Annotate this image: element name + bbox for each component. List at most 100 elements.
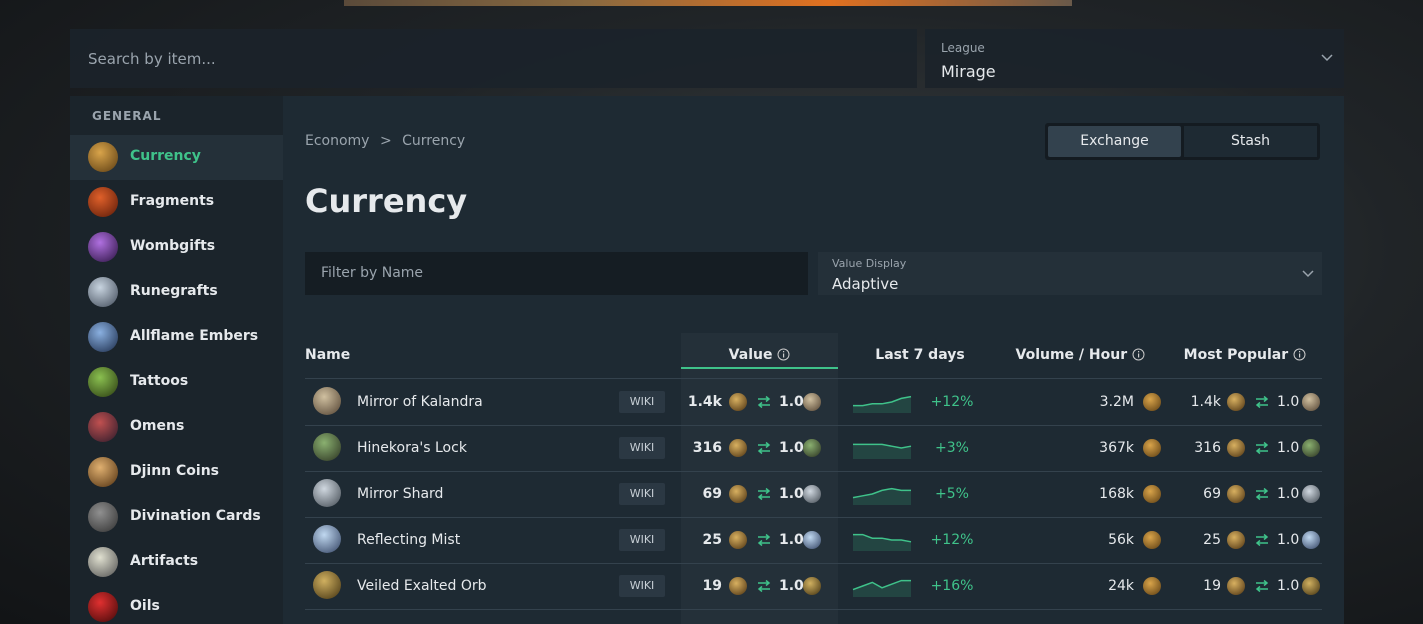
search-box[interactable]: Search by item...: [70, 29, 917, 88]
sidebar-item[interactable]: Tattoos: [70, 360, 283, 405]
popular-ratio: 1.0: [1277, 532, 1300, 548]
banner: [344, 0, 1072, 6]
item-icon: [803, 577, 821, 595]
sidebar-item[interactable]: Djinn Coins: [70, 450, 283, 495]
popular-ratio: 1.0: [1277, 440, 1300, 456]
sidebar-item[interactable]: Divination Cards: [70, 495, 283, 540]
table-row[interactable]: Veiled Exalted Orb WIKI 19 1.0 +16% 24k 19 1.0: [305, 563, 1322, 610]
ratio: 1.0: [779, 532, 804, 548]
column-header[interactable]: Value: [681, 347, 838, 363]
item-icon: [803, 393, 821, 411]
sidebar-label: Wombgifts: [130, 238, 216, 254]
item-icon: [1143, 439, 1161, 457]
sparkline-area: [853, 396, 911, 413]
table-row[interactable]: Hinekora's Lock WIKI 316 1.0 +3% 367k 316 1.0: [305, 425, 1322, 472]
sidebar-item[interactable]: Oils: [70, 585, 283, 624]
item-icon: [729, 531, 747, 549]
sort-underline: [681, 367, 838, 369]
sidebar-item[interactable]: Wombgifts: [70, 225, 283, 270]
volume: 168k: [1099, 486, 1134, 502]
item-icon: [803, 531, 821, 549]
column-header[interactable]: Name: [305, 347, 351, 363]
sidebar-item[interactable]: Runegrafts: [70, 270, 283, 315]
change: +12%: [930, 394, 974, 410]
popular-ratio: 1.0: [1277, 578, 1300, 594]
wiki-badge[interactable]: WIKI: [619, 529, 665, 551]
column-header[interactable]: Most Popular: [1184, 347, 1306, 363]
item-icon: [1227, 393, 1245, 411]
info-icon: [1132, 348, 1145, 361]
sparkline: [852, 579, 911, 597]
value-display-select[interactable]: Value Display Adaptive: [818, 252, 1322, 295]
item-icon: [88, 277, 118, 307]
value: 25: [702, 532, 722, 548]
exchange-arrows: [1255, 579, 1269, 593]
item-icon: [1302, 439, 1320, 457]
value-display-value: Adaptive: [832, 275, 899, 293]
item-icon: [729, 393, 747, 411]
item-name: Mirror of Kalandra: [357, 394, 483, 410]
popular-value: 25: [1203, 532, 1221, 548]
breadcrumb-separator: >: [379, 133, 392, 149]
sparkline-area: [853, 534, 911, 551]
change: +3%: [935, 440, 969, 456]
item-icon: [729, 577, 747, 595]
item-icon: [1143, 393, 1161, 411]
wiki-badge[interactable]: WIKI: [619, 437, 665, 459]
sidebar-item[interactable]: Currency: [70, 135, 283, 180]
exchange-arrows: [757, 487, 771, 501]
sparkline: [853, 443, 912, 459]
change: +5%: [935, 486, 969, 502]
item-icon: [1227, 439, 1245, 457]
filter-placeholder: Filter by Name: [321, 265, 424, 281]
tab-stash[interactable]: Stash: [1184, 126, 1317, 157]
column-header-text: Volume / Hour: [1015, 347, 1128, 363]
sidebar-item[interactable]: Allflame Embers: [70, 315, 283, 360]
item-icon: [88, 502, 118, 532]
item-icon: [1302, 531, 1320, 549]
sparkline-line: [852, 579, 911, 591]
ratio: 1.0: [779, 394, 804, 410]
chevron: [1302, 270, 1314, 278]
item-icon: [313, 571, 341, 599]
value-display-label: Value Display: [832, 257, 907, 270]
tab-exchange[interactable]: Exchange: [1048, 126, 1181, 157]
sidebar-item[interactable]: Omens: [70, 405, 283, 450]
value: 316: [692, 440, 722, 456]
column-header[interactable]: Volume / Hour: [1016, 347, 1145, 363]
wiki-badge[interactable]: WIKI: [619, 391, 665, 413]
sidebar-item[interactable]: Fragments: [70, 180, 283, 225]
sidebar-label: Allflame Embers: [130, 328, 259, 344]
item-icon: [313, 479, 341, 507]
exchange-arrows: [757, 441, 771, 455]
popular-value: 316: [1194, 440, 1221, 456]
wiki-badge[interactable]: WIKI: [619, 483, 665, 505]
main-panel: Economy > Currency Exchange Stash Curren…: [283, 96, 1344, 624]
item-icon: [88, 457, 118, 487]
volume: 56k: [1108, 532, 1134, 548]
wiki-badge[interactable]: WIKI: [619, 575, 665, 597]
item-icon: [1143, 531, 1161, 549]
popular-value: 19: [1203, 578, 1221, 594]
filter-input[interactable]: Filter by Name: [305, 252, 808, 295]
item-icon: [1227, 485, 1245, 503]
value: 1.4k: [687, 394, 722, 410]
exchange-arrows: [757, 395, 771, 409]
item-icon: [1302, 393, 1320, 411]
breadcrumb-item: Currency: [402, 133, 466, 149]
item-name: Hinekora's Lock: [357, 440, 467, 456]
sidebar-item[interactable]: Artifacts: [70, 540, 283, 585]
breadcrumb: Economy > Currency: [305, 133, 465, 149]
exchange-arrows: [1255, 441, 1269, 455]
table-row[interactable]: Reflecting Mist WIKI 25 1.0 +12% 56k 25 1.0: [305, 517, 1322, 564]
volume: 367k: [1099, 440, 1134, 456]
item-icon: [88, 367, 118, 397]
sidebar-label: Omens: [130, 418, 185, 434]
item-name: Reflecting Mist: [357, 532, 461, 548]
league-select[interactable]: League Mirage: [925, 29, 1344, 88]
item-icon: [88, 592, 118, 622]
table-row[interactable]: Mirror Shard WIKI 69 1.0 +5% 168k 69 1.0: [305, 471, 1322, 518]
table-row[interactable]: Mirror of Kalandra WIKI 1.4k 1.0 +12% 3.2M 1.4…: [305, 379, 1322, 426]
breadcrumb-item[interactable]: Economy: [305, 133, 370, 149]
